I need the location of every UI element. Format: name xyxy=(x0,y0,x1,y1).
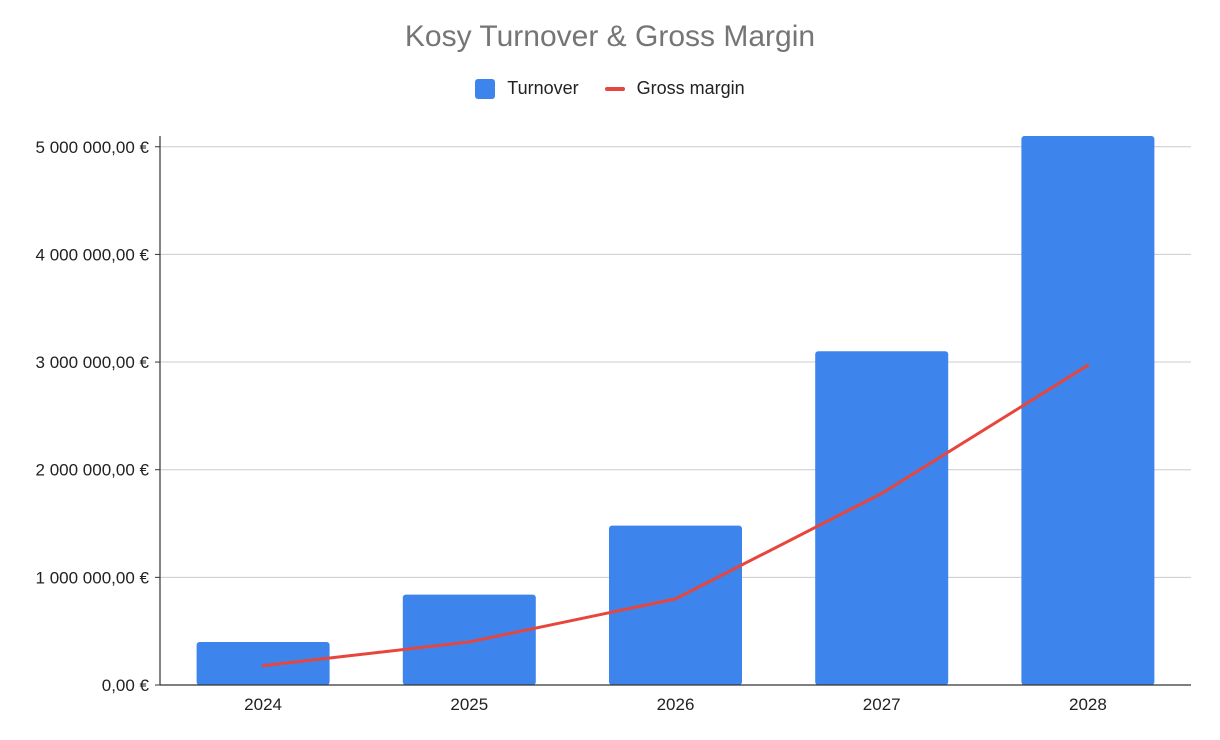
chart-legend: Turnover Gross margin xyxy=(0,78,1220,99)
x-tick-label: 2028 xyxy=(1069,695,1107,714)
x-tick-label: 2027 xyxy=(863,695,901,714)
y-tick-label: 3 000 000,00 € xyxy=(36,353,150,372)
legend-label-turnover: Turnover xyxy=(507,78,579,98)
y-tick-label: 2 000 000,00 € xyxy=(36,461,150,480)
legend-swatch-turnover xyxy=(475,78,496,99)
y-tick-labels: 0,00 € 1 000 000,00 € 2 000 000,00 € 3 000 … xyxy=(36,138,150,695)
axes xyxy=(159,136,1191,686)
bar-turnover xyxy=(402,594,536,685)
x-tick-label: 2024 xyxy=(244,695,282,714)
bar-turnover xyxy=(815,351,949,685)
line-series-gross-margin xyxy=(261,363,1090,668)
x-tick-label: 2026 xyxy=(657,695,695,714)
x-tick-labels: 2024 2025 2026 2027 2028 xyxy=(244,695,1107,714)
y-tick-label: 4 000 000,00 € xyxy=(36,245,150,264)
y-tick-label: 5 000 000,00 € xyxy=(36,138,150,157)
chart-title: Kosy Turnover & Gross Margin xyxy=(404,20,816,53)
bar-turnover xyxy=(609,525,742,685)
legend-item-gross-margin: Gross margin xyxy=(604,78,745,99)
y-tick-label: 1 000 000,00 € xyxy=(36,568,150,587)
bar-series-turnover xyxy=(196,136,1155,685)
bar-turnover xyxy=(196,641,330,685)
x-tick-label: 2025 xyxy=(450,695,488,714)
legend-swatch-gross-margin xyxy=(604,86,625,91)
bar-turnover xyxy=(1021,136,1155,685)
y-tick-label: 0,00 € xyxy=(102,676,150,695)
legend-label-gross-margin: Gross margin xyxy=(636,78,745,98)
legend-item-turnover: Turnover xyxy=(475,78,579,99)
